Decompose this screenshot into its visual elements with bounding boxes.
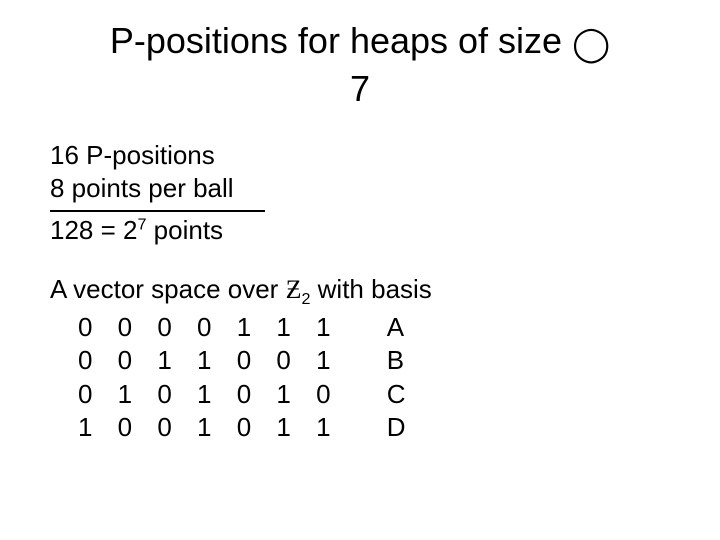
calc-divider [50, 210, 265, 212]
calc-result-prefix: 128 = 2 [50, 215, 137, 245]
basis-row: 0 0 0 0 1 1 1 A [50, 311, 680, 344]
calc-result: 128 = 27 points [50, 214, 680, 248]
basis-row: 0 0 1 1 0 0 1 B [50, 344, 680, 377]
basis-row: 1 0 0 1 0 1 1 D [50, 411, 680, 444]
vectorspace-line: A vector space over Ƶ2 with basis [50, 274, 680, 309]
basis-bits: 0 0 0 0 1 1 1 [78, 311, 340, 344]
basis-vectors: 0 0 0 0 1 1 1 A 0 0 1 1 0 0 1 B 0 1 0 1 … [50, 311, 680, 444]
title-prefix: P-positions for heaps of size [110, 20, 572, 61]
basis-bits: 1 0 0 1 0 1 1 [78, 411, 340, 444]
leq-symbol: ◯ [572, 23, 610, 66]
basis-bits: 0 1 0 1 0 1 0 [78, 378, 340, 411]
basis-label: A [387, 311, 404, 344]
slide-title: P-positions for heaps of size ◯ 7 [40, 18, 680, 111]
basis-row: 0 1 0 1 0 1 0 C [50, 378, 680, 411]
basis-bits: 0 0 1 1 0 0 1 [78, 344, 340, 377]
vs-prefix: A vector space over [50, 274, 286, 304]
basis-label: D [387, 411, 406, 444]
calculation-block: 16 P-positions 8 points per ball [50, 139, 680, 207]
field-symbol: Ƶ [286, 275, 302, 305]
title-n: 7 [350, 68, 370, 109]
calc-line-1: 16 P-positions [50, 139, 680, 173]
basis-label: C [387, 378, 406, 411]
vs-suffix: with basis [310, 274, 431, 304]
calc-line-2: 8 points per ball [50, 172, 680, 206]
calc-result-suffix: points [146, 215, 223, 245]
basis-label: B [387, 344, 404, 377]
